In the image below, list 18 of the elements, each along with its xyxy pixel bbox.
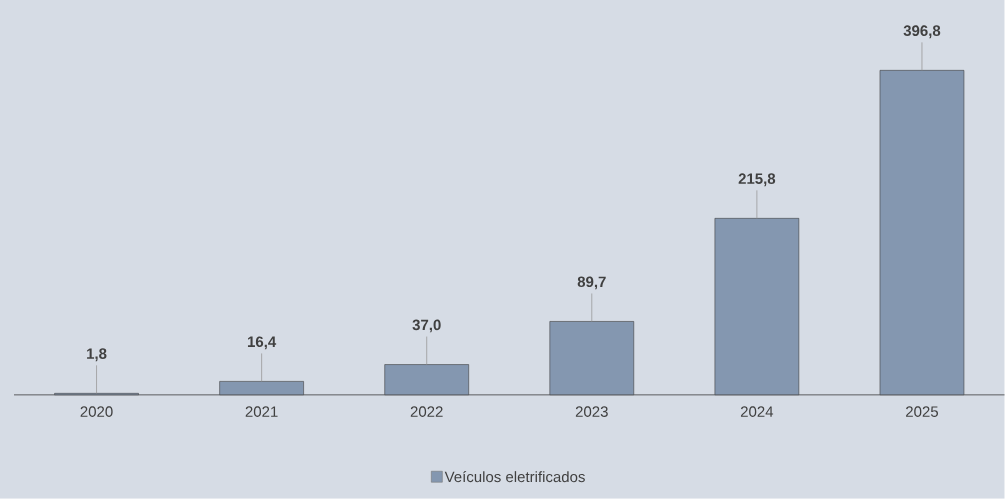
- data-label: 215,8: [738, 173, 776, 187]
- x-tick-label: 2022: [410, 406, 443, 418]
- data-label: 1,8: [87, 348, 107, 362]
- legend-label: Veículos eletrificados: [444, 471, 585, 483]
- bar: [549, 321, 635, 396]
- bar: [879, 70, 965, 396]
- x-tick-label: 2020: [80, 406, 113, 418]
- data-label: 37,0: [412, 319, 441, 333]
- x-tick-label: 2023: [575, 406, 608, 418]
- x-tick-label: 2025: [906, 406, 938, 418]
- data-label: 16,4: [247, 336, 277, 350]
- bar: [219, 381, 304, 396]
- x-tick-label: 2021: [245, 406, 278, 418]
- data-label: 396,8: [903, 25, 941, 39]
- bar: [384, 364, 469, 396]
- x-tick-label: 2024: [740, 406, 774, 418]
- bar: [714, 218, 800, 396]
- data-label: 89,7: [577, 276, 606, 290]
